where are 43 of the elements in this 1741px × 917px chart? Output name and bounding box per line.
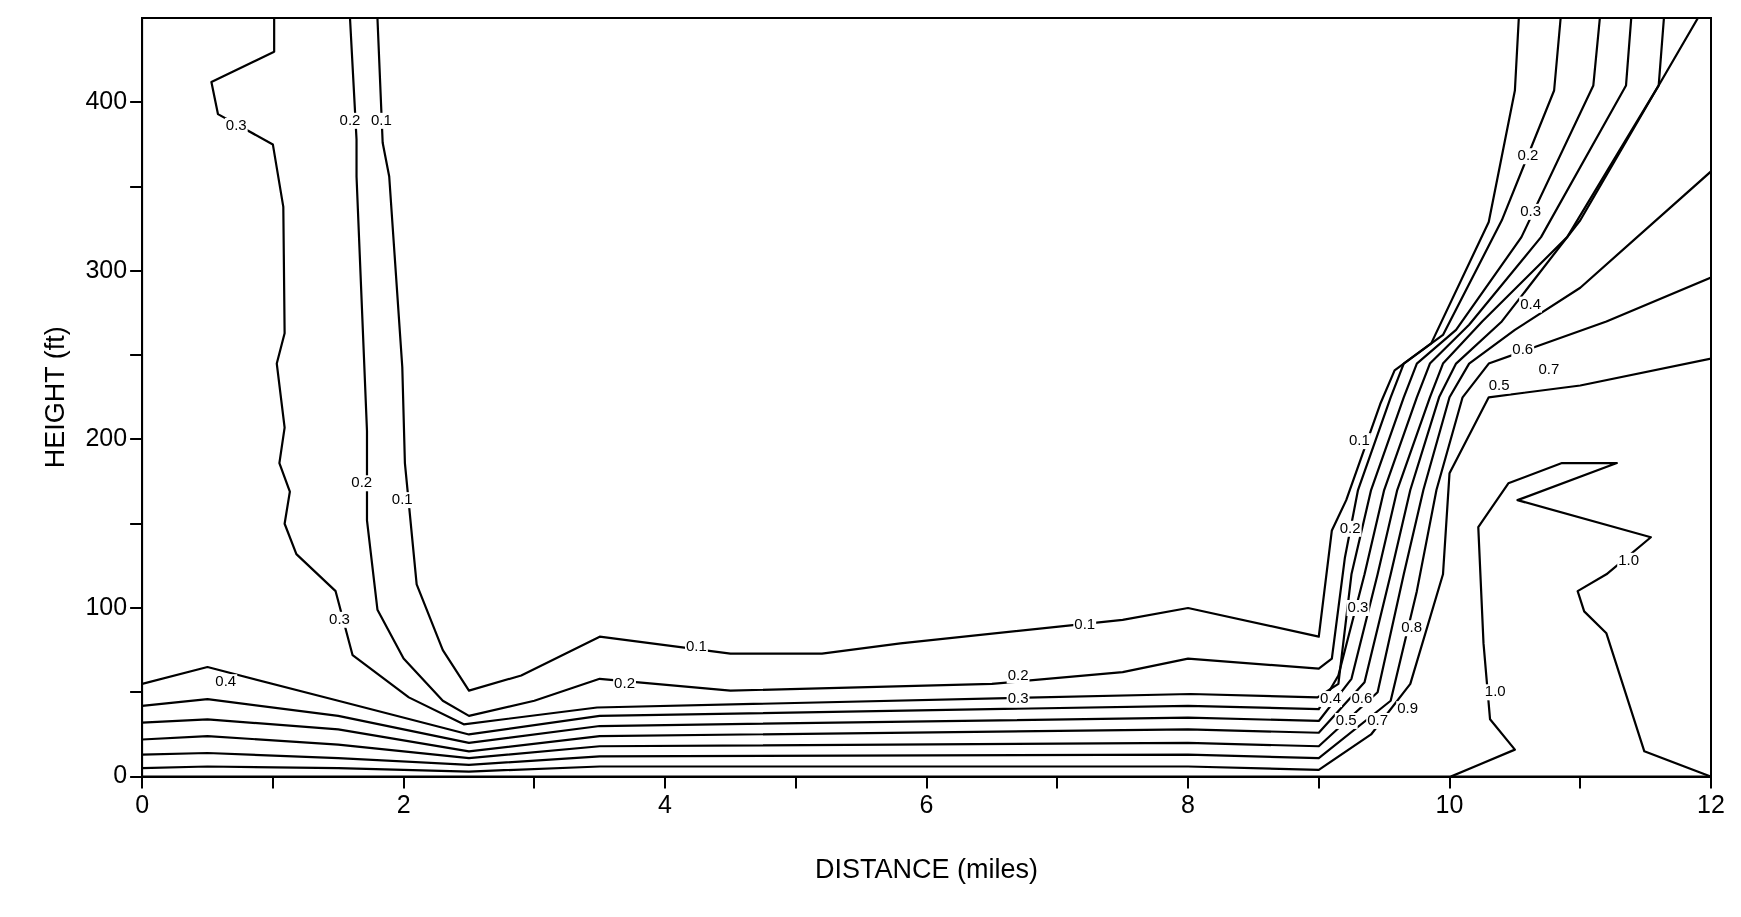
- annotation: 0.2: [339, 110, 361, 128]
- y-tick-label: 300: [85, 254, 128, 283]
- y-tick-label: 200: [85, 423, 128, 452]
- annotation: 0.8: [1401, 618, 1423, 636]
- x-tick-label: 12: [1697, 790, 1725, 819]
- x-tick-label: 0: [135, 790, 150, 819]
- annotation: 0.3: [1520, 202, 1542, 220]
- annotation: 0.1: [370, 110, 392, 128]
- annotation: 0.2: [1517, 146, 1539, 164]
- x-tick-label: 4: [658, 790, 673, 819]
- annotation: 0.3: [1347, 598, 1369, 616]
- annotation: 0.4: [1520, 294, 1542, 312]
- annotation: 0.1: [391, 490, 413, 508]
- annotation: 1.0: [1484, 682, 1506, 700]
- annotation: 0.2: [614, 674, 635, 692]
- x-tick-label: 8: [1181, 790, 1195, 819]
- y-tick-label: 100: [85, 591, 128, 620]
- annotation: 0.1: [1074, 615, 1096, 633]
- annotation: 0.2: [1339, 518, 1361, 536]
- y-tick-label: 0: [113, 760, 128, 789]
- x-axis-title: DISTANCE (miles): [815, 854, 1039, 885]
- annotation: 0.5: [1335, 711, 1357, 729]
- annotation: 0.2: [1007, 665, 1029, 683]
- annotation: 0.1: [1348, 431, 1370, 449]
- annotation: 0.3: [1007, 689, 1029, 707]
- annotation: 0.6: [1512, 340, 1534, 358]
- annotation: 0.3: [329, 609, 350, 627]
- annotation: 0.4: [1320, 689, 1341, 707]
- annotation: 0.3: [225, 116, 247, 134]
- y-axis-title: HEIGHT (ft): [39, 326, 70, 469]
- annotation: 0.7: [1367, 711, 1389, 729]
- x-tick-label: 6: [919, 790, 934, 819]
- annotation: 1.0: [1618, 550, 1640, 568]
- annotation: 0.7: [1538, 360, 1560, 378]
- annotation: 0.5: [1488, 375, 1510, 393]
- annotation: 0.9: [1397, 699, 1419, 717]
- annotation: 0.1: [686, 636, 707, 654]
- x-tick-label: 2: [396, 790, 411, 819]
- y-tick-label: 400: [85, 86, 128, 115]
- annotation: 0.6: [1351, 689, 1373, 707]
- annotation: 0.2: [351, 473, 373, 491]
- x-tick-label: 10: [1435, 790, 1464, 819]
- annotation: 0.4: [215, 672, 237, 690]
